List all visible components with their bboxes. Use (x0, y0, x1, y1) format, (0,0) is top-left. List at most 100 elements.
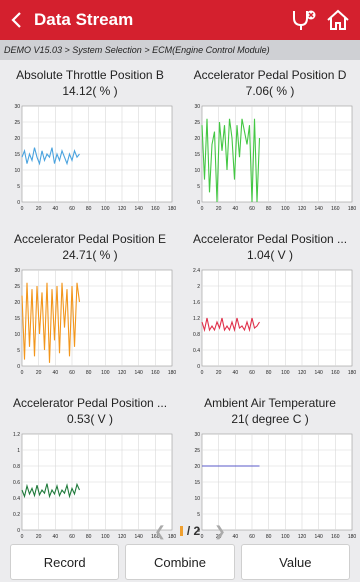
series-line (21, 282, 81, 363)
x-tick-label: 120 (298, 370, 307, 376)
x-tick-label: 60 (69, 534, 75, 540)
x-tick-label: 140 (134, 370, 143, 376)
x-tick-label: 80 (266, 206, 272, 212)
x-tick-label: 140 (134, 534, 143, 540)
y-tick-label: 20 (194, 136, 200, 142)
record-button[interactable]: Record (10, 544, 120, 580)
x-tick-label: 100 (281, 206, 290, 212)
x-tick-label: 160 (331, 206, 340, 212)
chart-grid: Absolute Throttle Position B 14.12( % ) … (0, 60, 360, 548)
x-tick-label: 100 (101, 206, 110, 212)
y-tick-label: 0.4 (193, 348, 200, 354)
x-tick-label: 120 (118, 370, 127, 376)
y-tick-label: 5 (17, 184, 20, 190)
panel-6[interactable]: Ambient Air Temperature 21( degree C ) 0… (182, 390, 358, 548)
chart-3: 0 5 10 15 20 25 30 0 20 40 60 80 100 120 140 160 180 (14, 268, 176, 376)
prev-page-icon[interactable]: ❮ (154, 522, 166, 539)
panel-value: 24.71( % ) (62, 248, 118, 262)
x-tick-label: 100 (101, 534, 110, 540)
y-tick-label: 2 (197, 284, 200, 290)
y-tick-label: 0 (197, 200, 200, 206)
y-tick-label: 0.4 (13, 496, 20, 502)
home-button[interactable] (324, 6, 352, 34)
y-tick-label: 15 (194, 152, 200, 158)
panel-2[interactable]: Accelerator Pedal Position D 7.06( % ) 0… (182, 62, 358, 220)
x-tick-label: 100 (101, 370, 110, 376)
y-tick-label: 0 (197, 364, 200, 370)
x-tick-label: 180 (348, 206, 357, 212)
y-tick-label: 10 (194, 168, 200, 174)
series-line (201, 118, 261, 203)
x-tick-label: 40 (53, 206, 59, 212)
y-tick-label: 25 (194, 120, 200, 126)
panel-title: Accelerator Pedal Position ... (192, 232, 348, 246)
x-tick-label: 160 (331, 370, 340, 376)
page-indicator (179, 526, 183, 536)
x-tick-label: 0 (201, 534, 204, 540)
y-tick-label: 15 (14, 316, 20, 322)
x-tick-label: 100 (281, 370, 290, 376)
panel-1[interactable]: Absolute Throttle Position B 14.12( % ) … (2, 62, 178, 220)
panel-value: 0.53( V ) (66, 412, 114, 426)
x-tick-label: 80 (266, 534, 272, 540)
back-arrow-icon (11, 12, 21, 28)
x-tick-label: 20 (36, 370, 42, 376)
panel-title: Accelerator Pedal Position ... (12, 396, 168, 410)
next-page-icon[interactable]: ❯ (214, 522, 226, 539)
x-tick-label: 0 (201, 370, 204, 376)
x-tick-label: 60 (249, 206, 255, 212)
y-tick-label: 30 (14, 104, 20, 110)
y-tick-label: 15 (194, 480, 200, 486)
x-tick-label: 0 (21, 534, 24, 540)
y-tick-label: 2.4 (193, 268, 200, 274)
x-tick-label: 160 (151, 370, 160, 376)
y-tick-label: 1 (17, 448, 20, 454)
x-tick-label: 40 (233, 534, 239, 540)
y-tick-label: 0 (17, 200, 20, 206)
x-tick-label: 80 (86, 534, 92, 540)
x-tick-label: 40 (233, 370, 239, 376)
diagnose-icon (293, 10, 316, 30)
back-button[interactable] (0, 0, 34, 40)
x-tick-label: 40 (233, 206, 239, 212)
x-tick-label: 0 (201, 206, 204, 212)
y-tick-label: 0 (17, 528, 20, 534)
y-tick-label: 25 (194, 448, 200, 454)
x-tick-label: 120 (118, 534, 127, 540)
panel-title: Ambient Air Temperature (204, 396, 336, 410)
page-title: Data Stream (34, 10, 134, 29)
x-tick-label: 0 (21, 206, 24, 212)
x-tick-label: 60 (69, 206, 75, 212)
y-tick-label: 10 (14, 332, 20, 338)
x-tick-label: 80 (266, 370, 272, 376)
y-tick-label: 1.6 (193, 300, 200, 306)
y-tick-label: 20 (14, 300, 20, 306)
y-tick-label: 1.2 (13, 432, 20, 438)
y-tick-label: 25 (14, 284, 20, 290)
breadcrumb: DEMO V15.03 > System Selection > ECM(Eng… (0, 40, 360, 60)
panel-3[interactable]: Accelerator Pedal Position E 24.71( % ) … (2, 226, 178, 384)
y-tick-label: 5 (197, 184, 200, 190)
panel-value: 1.04( V ) (246, 248, 294, 262)
x-tick-label: 180 (168, 206, 177, 212)
y-tick-label: 20 (194, 464, 200, 470)
x-tick-label: 40 (53, 370, 59, 376)
panel-5[interactable]: Accelerator Pedal Position ... 0.53( V )… (2, 390, 178, 548)
panel-4[interactable]: Accelerator Pedal Position ... 1.04( V )… (182, 226, 358, 384)
series-line (21, 147, 80, 166)
panel-value: 14.12( % ) (62, 84, 118, 98)
chart-6: 0 5 10 15 20 25 30 0 20 40 60 80 100 120 140 160 180 (194, 432, 356, 540)
bottom-toolbar: Record Combine Value (0, 542, 360, 582)
x-tick-label: 60 (249, 534, 255, 540)
x-tick-label: 140 (134, 206, 143, 212)
x-tick-label: 180 (168, 534, 177, 540)
x-tick-label: 100 (281, 534, 290, 540)
x-tick-label: 160 (151, 206, 160, 212)
diagnose-button[interactable] (290, 6, 318, 34)
x-tick-label: 20 (36, 534, 42, 540)
value-button[interactable]: Value (240, 544, 350, 580)
x-tick-label: 120 (298, 534, 307, 540)
x-tick-label: 40 (53, 534, 59, 540)
combine-button[interactable]: Combine (125, 544, 235, 580)
x-tick-label: 0 (21, 370, 24, 376)
